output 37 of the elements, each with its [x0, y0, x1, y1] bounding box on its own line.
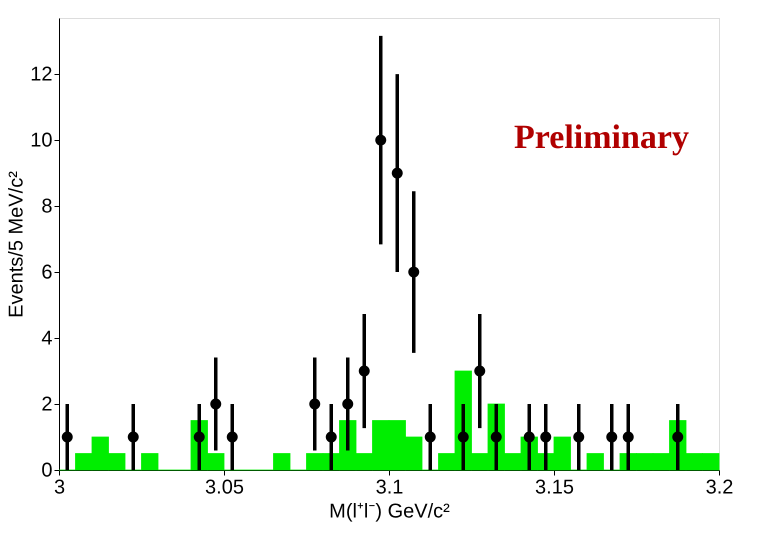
y-tick-label: 2 [41, 394, 52, 416]
x-tick-label: 3.15 [535, 476, 574, 498]
y-tick-label: 0 [41, 460, 52, 482]
annotation: Preliminary [514, 119, 689, 156]
y-tick-label: 6 [41, 262, 52, 284]
point [358, 366, 370, 376]
x-axis-title: M(l⁺l⁻) GeV/c² [329, 500, 450, 522]
y-tick-label: 4 [41, 328, 52, 350]
x-tick-label: 3 [54, 476, 66, 498]
point [424, 432, 436, 442]
point [194, 432, 205, 442]
point [375, 134, 386, 146]
point [408, 266, 420, 278]
point [573, 432, 584, 442]
point [622, 432, 634, 442]
point [672, 432, 684, 442]
point [309, 398, 320, 410]
point [226, 432, 238, 442]
point [474, 366, 486, 376]
y-tick-label: 10 [30, 130, 52, 152]
point [326, 432, 337, 442]
point [128, 432, 139, 442]
point [458, 432, 469, 442]
point [540, 432, 552, 442]
x-tick-label: 3.2 [706, 476, 734, 498]
point [342, 398, 354, 410]
point [210, 398, 222, 410]
point [524, 432, 535, 442]
x-tick-label: 3.1 [376, 476, 404, 498]
x-tick-label: 3.05 [205, 476, 244, 498]
point [62, 432, 73, 442]
point [392, 168, 403, 179]
point [490, 432, 502, 442]
y-tick-label: 8 [41, 196, 52, 218]
y-tick-label: 12 [30, 64, 52, 86]
y-axis-title: Events/5 MeV/c² [5, 170, 28, 318]
point [606, 432, 618, 442]
